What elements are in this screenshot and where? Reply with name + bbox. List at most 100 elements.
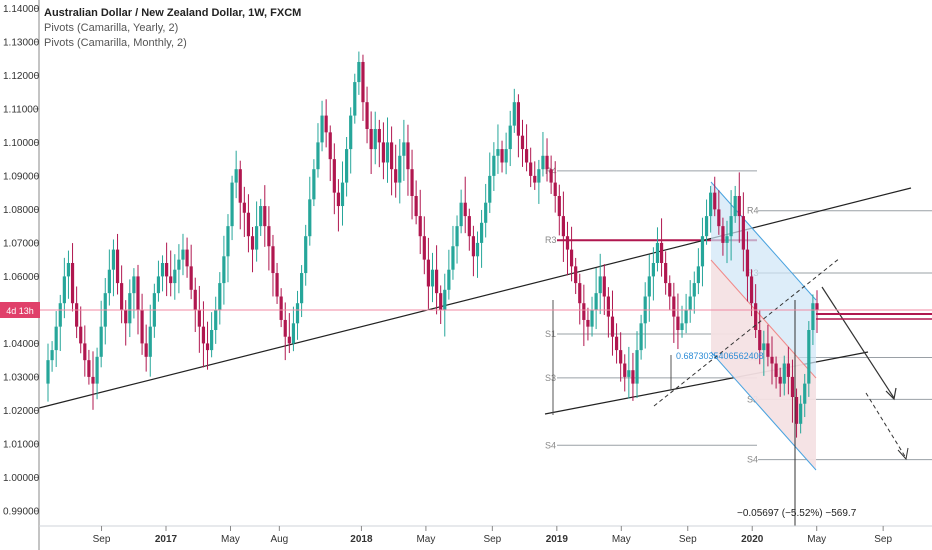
candle-body: [741, 216, 745, 250]
candle-body: [529, 162, 533, 176]
monthly-pivot-label: R4: [747, 206, 759, 216]
candle-body: [496, 149, 500, 156]
y-tick-label: 1.00000: [3, 473, 40, 484]
channel-mid-line: [710, 259, 817, 379]
candle-body: [471, 236, 476, 257]
candle-body: [361, 61, 365, 103]
candle-body: [790, 376, 795, 398]
candle-body: [614, 336, 619, 351]
candle-body: [713, 192, 717, 210]
candle-body: [111, 249, 116, 270]
candle-body: [136, 276, 140, 310]
y-tick-label: 0.99000: [3, 506, 40, 517]
candle-body: [655, 242, 660, 263]
measure-label: −0.05697 (−5.52%) −569.7: [737, 508, 857, 519]
yearly-pivot-label: S3: [545, 373, 556, 383]
candle-body: [578, 283, 582, 304]
dashed-arrow-head: [897, 447, 909, 461]
x-tick-label: Sep: [679, 534, 697, 545]
candle-body: [463, 202, 467, 217]
candle-body: [680, 323, 684, 331]
candle-body: [794, 397, 799, 424]
monthly-pivot-label: S4: [747, 455, 758, 465]
candle-body: [610, 316, 615, 337]
x-tick-label: 2020: [741, 534, 764, 545]
x-tick-label: Sep: [483, 534, 501, 545]
yearly-pivot-label: S4: [545, 440, 556, 450]
projection-arrow[interactable]: [821, 286, 895, 399]
candle-body: [664, 263, 668, 284]
candle-body: [672, 296, 676, 317]
y-tick-label: 1.14000: [3, 4, 40, 15]
candle-body: [255, 226, 259, 250]
candle-body: [475, 242, 480, 257]
dashed-projection-up[interactable]: [653, 257, 841, 407]
candle-body: [639, 323, 643, 351]
candle-body: [132, 276, 136, 294]
candle-body: [561, 216, 565, 237]
candle-body: [627, 370, 631, 377]
candle-body: [349, 115, 353, 150]
candle-body: [668, 283, 672, 297]
x-tick-label: Sep: [874, 534, 892, 545]
candle-body: [193, 289, 197, 310]
candle-body: [295, 303, 300, 324]
candle-body: [692, 283, 696, 297]
candle-body: [422, 236, 426, 260]
candle-body: [394, 169, 398, 183]
candle-body: [492, 155, 496, 176]
long-trendline[interactable]: [38, 187, 912, 409]
yearly-pivot-label: S1: [545, 329, 556, 339]
candle-body: [557, 195, 561, 217]
y-tick-label: 1.03000: [3, 372, 40, 383]
candle-body: [46, 360, 50, 384]
y-tick-label: 1.09000: [3, 171, 40, 182]
candle-body: [345, 149, 349, 183]
candle-body: [205, 343, 210, 351]
candle-body: [242, 202, 246, 213]
dashed-projection-down[interactable]: [865, 392, 907, 459]
candle-body: [62, 276, 66, 304]
yearly-pivot-label: R3: [545, 235, 557, 245]
candle-body: [569, 249, 574, 267]
candle-body: [733, 195, 737, 217]
candle-body: [606, 296, 610, 317]
candle-body: [156, 276, 161, 294]
candle-body: [447, 269, 451, 290]
candle-body: [762, 343, 766, 351]
candle-body: [406, 142, 410, 170]
candle-body: [70, 263, 75, 304]
candle-body: [398, 155, 402, 183]
candle-body: [651, 263, 655, 277]
candle-body: [66, 263, 71, 277]
indicator-yearly-pivots[interactable]: Pivots (Camarilla, Yearly, 2): [44, 22, 179, 34]
candle-body: [91, 376, 95, 384]
candle-body: [328, 132, 332, 160]
candle-body: [312, 169, 316, 200]
candle-body: [414, 195, 418, 217]
candle-body: [304, 236, 308, 274]
candle-body: [565, 236, 570, 250]
candle-body: [631, 370, 635, 384]
candle-body: [774, 363, 778, 377]
y-tick-label: 1.13000: [3, 37, 40, 48]
candle-body: [120, 283, 124, 310]
candle-body: [520, 135, 525, 150]
current-price-badge-text: 4d 13h: [6, 306, 34, 316]
candle-body: [770, 356, 774, 364]
x-tick-label: 2019: [546, 534, 569, 545]
candle-body: [594, 293, 598, 310]
channel-lower-line: [710, 351, 817, 471]
candle-body: [75, 303, 79, 327]
x-tick-label: May: [612, 534, 631, 545]
candle-body: [197, 309, 201, 327]
indicator-monthly-pivots[interactable]: Pivots (Camarilla, Monthly, 2): [44, 37, 187, 49]
candle-body: [782, 363, 786, 384]
candle-body: [263, 206, 267, 227]
candle-body: [549, 169, 553, 183]
x-tick-label: May: [221, 534, 240, 545]
candle-body: [524, 149, 529, 163]
candle-body: [709, 192, 713, 217]
candle-body: [279, 296, 283, 320]
